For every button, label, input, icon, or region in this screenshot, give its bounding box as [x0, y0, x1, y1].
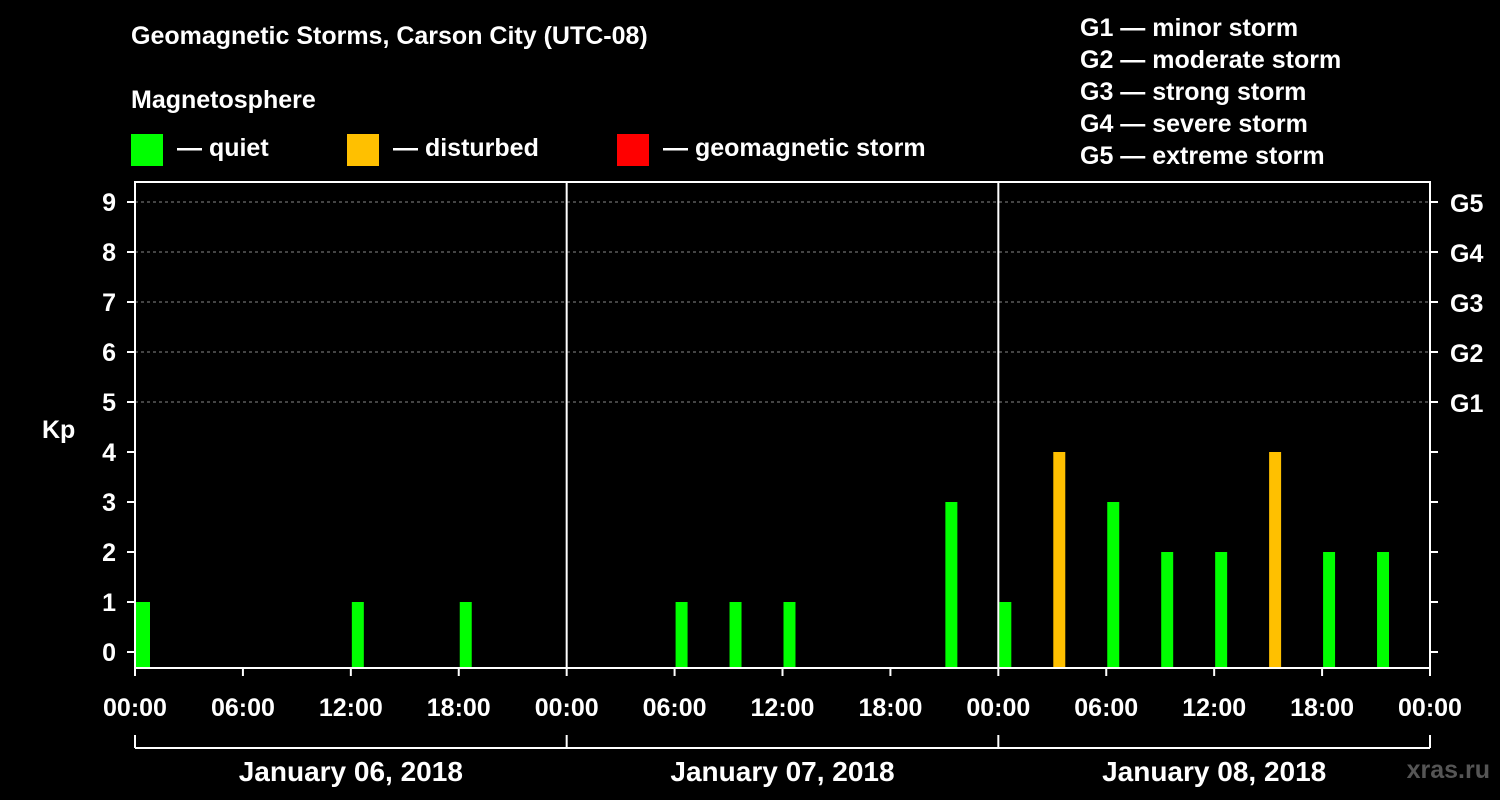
kp-bar — [136, 602, 150, 668]
y-tick-label: 2 — [102, 539, 116, 567]
x-tick-label: 18:00 — [427, 694, 491, 722]
g-scale-g5: G5 — extreme storm — [1080, 142, 1325, 170]
x-tick-label: 00:00 — [535, 694, 599, 722]
kp-bar — [459, 602, 472, 668]
watermark: xras.ru — [1406, 756, 1490, 784]
x-tick-label: 18:00 — [858, 694, 922, 722]
kp-bar — [999, 602, 1012, 668]
y-axis-label: Kp — [42, 416, 75, 444]
g-scale-g3: G3 — strong storm — [1080, 78, 1307, 106]
x-tick-label: 12:00 — [1182, 694, 1246, 722]
kp-bar — [1053, 452, 1066, 668]
legend-swatch-quiet — [131, 134, 163, 166]
g-tick-label: G2 — [1450, 340, 1483, 368]
x-tick-label: 06:00 — [643, 694, 707, 722]
kp-bar — [1377, 552, 1390, 668]
kp-bar — [1215, 552, 1228, 668]
x-tick-label: 12:00 — [319, 694, 383, 722]
chart-title: Geomagnetic Storms, Carson City (UTC-08) — [131, 22, 648, 50]
kp-bar — [729, 602, 742, 668]
x-tick-label: 12:00 — [751, 694, 815, 722]
legend-heading: Magnetosphere — [131, 86, 316, 114]
y-tick-label: 4 — [102, 439, 116, 467]
g-tick-label: G3 — [1450, 290, 1483, 318]
kp-bar — [675, 602, 688, 668]
y-tick-label: 0 — [102, 639, 116, 667]
kp-bar — [783, 602, 796, 668]
x-tick-label: 00:00 — [1398, 694, 1462, 722]
plot-frame — [134, 181, 1431, 669]
legend-label-quiet: — quiet — [177, 134, 269, 162]
y-tick-label: 1 — [102, 589, 116, 617]
kp-bar — [1269, 452, 1282, 668]
kp-bar — [1107, 502, 1120, 668]
legend-swatch-storm — [617, 134, 649, 166]
g-scale-g1: G1 — minor storm — [1080, 14, 1299, 42]
g-tick-label: G5 — [1450, 190, 1483, 218]
kp-bar — [1323, 552, 1336, 668]
day-label: January 08, 2018 — [1102, 756, 1326, 787]
g-tick-label: G1 — [1450, 390, 1483, 418]
x-tick-label: 00:00 — [103, 694, 167, 722]
legend-label-disturbed: — disturbed — [393, 134, 539, 162]
y-tick-label: 9 — [102, 189, 116, 217]
y-tick-label: 7 — [102, 289, 116, 317]
x-tick-label: 00:00 — [966, 694, 1030, 722]
y-tick-label: 8 — [102, 239, 116, 267]
day-label: January 07, 2018 — [670, 756, 894, 787]
legend-label-storm: — geomagnetic storm — [663, 134, 926, 162]
kp-bar — [351, 602, 364, 668]
x-tick-label: 06:00 — [211, 694, 275, 722]
g-scale-g2: G2 — moderate storm — [1080, 46, 1342, 74]
day-label: January 06, 2018 — [239, 756, 463, 787]
kp-bar — [1161, 552, 1174, 668]
g-scale-g4: G4 — severe storm — [1080, 110, 1308, 138]
y-tick-label: 6 — [102, 339, 116, 367]
y-tick-label: 3 — [102, 489, 116, 517]
kp-bar — [945, 502, 958, 668]
x-tick-label: 06:00 — [1074, 694, 1138, 722]
g-tick-label: G4 — [1450, 240, 1483, 268]
y-tick-label: 5 — [102, 389, 116, 417]
x-tick-label: 18:00 — [1290, 694, 1354, 722]
legend-swatch-disturbed — [347, 134, 379, 166]
